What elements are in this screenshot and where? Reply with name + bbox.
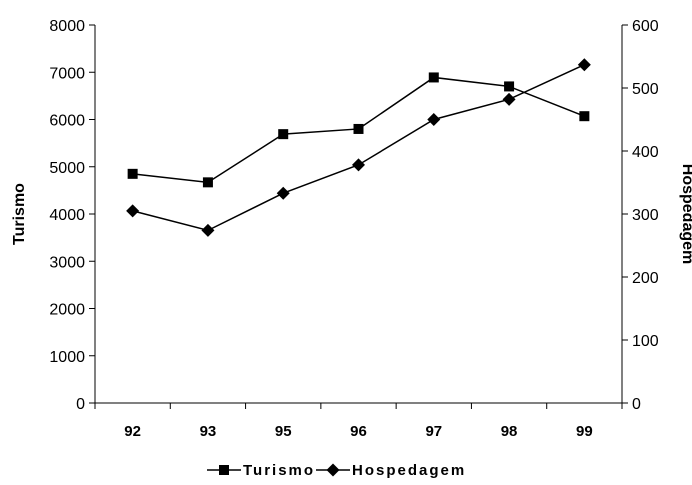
data-point-turismo [428,72,439,83]
left-axis-title: Turismo [11,183,28,245]
x-tick-label: 93 [200,423,217,440]
left-tick-label: 3000 [49,254,85,271]
legend-item-turismo: Turismo [207,462,315,479]
data-point-hospedagem [352,158,365,172]
data-point-hospedagem [577,58,591,72]
right-tick-label: 200 [632,270,659,287]
right-tick-label: 100 [632,333,659,350]
left-tick-label: 6000 [49,113,85,130]
legend-marker [326,463,340,477]
right-tick-label: 0 [632,396,641,413]
left-tick-label: 1000 [49,349,85,366]
legend-item-hospedagem: Hospedagem [316,462,466,479]
left-tick-label: 8000 [49,18,85,35]
legend-label: Turismo [243,462,315,479]
legend-label: Hospedagem [352,462,466,479]
data-point-turismo [202,177,213,188]
data-point-turismo [504,81,515,92]
right-tick-label: 600 [632,18,659,35]
legend: Turismo Hospedagem [207,462,466,479]
data-point-hospedagem [502,92,516,106]
data-point-hospedagem [201,223,215,237]
data-point-hospedagem [427,113,441,126]
axes [94,25,623,404]
data-point-turismo [127,168,138,179]
right-tick-label: 300 [632,207,659,224]
left-tick-label: 0 [76,396,85,413]
data-point-turismo [579,111,590,122]
data-point-turismo [278,129,289,140]
series-hospedagem [126,58,591,237]
right-axis-title: Hospedagem [679,164,692,264]
left-tick-label: 2000 [49,302,85,319]
data-point-hospedagem [126,204,140,218]
data-point-hospedagem [276,186,290,200]
series-layer [126,58,591,237]
x-tick-label: 97 [425,423,442,440]
x-tick-label: 99 [576,423,593,440]
series-turismo [127,72,590,188]
data-point-turismo [353,123,364,134]
left-tick-label: 4000 [49,207,85,224]
x-tick-label: 98 [501,423,518,440]
left-tick-label: 7000 [49,65,85,82]
right-axis-ticks: 0 100 200 300 400 500 600 [622,18,659,413]
x-axis-ticks: 92 93 95 96 97 98 99 [94,403,623,440]
left-tick-label: 5000 [49,160,85,177]
x-tick-label: 96 [350,423,367,440]
right-tick-label: 400 [632,144,659,161]
x-tick-label: 95 [275,423,292,440]
x-tick-label: 92 [124,423,141,440]
right-tick-label: 500 [632,81,659,98]
left-axis-ticks: 0 1000 2000 3000 4000 5000 6000 7000 8000 [49,18,95,413]
legend-marker [219,465,229,475]
